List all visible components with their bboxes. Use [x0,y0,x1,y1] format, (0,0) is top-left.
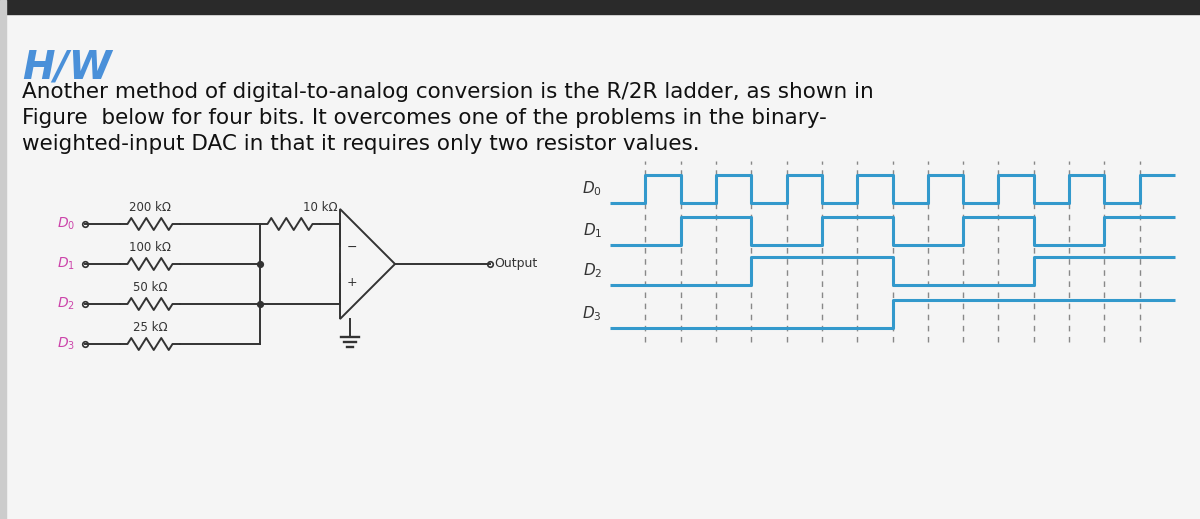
Text: Output: Output [494,257,538,270]
Text: $+$: $+$ [346,276,358,289]
Text: $D_2$: $D_2$ [58,296,74,312]
Text: 10 kΩ: 10 kΩ [302,201,337,214]
Text: H/W: H/W [22,49,112,87]
Text: 100 kΩ: 100 kΩ [130,241,172,254]
Text: 200 kΩ: 200 kΩ [130,201,172,214]
Text: $D_2$: $D_2$ [582,262,602,280]
Text: $D_1$: $D_1$ [582,222,602,240]
Text: weighted-input DAC in that it requires only two resistor values.: weighted-input DAC in that it requires o… [22,134,700,154]
Text: Another method of digital-to-analog conversion is the R/2R ladder, as shown in: Another method of digital-to-analog conv… [22,82,874,102]
Text: Figure  below for four bits. It overcomes one of the problems in the binary-: Figure below for four bits. It overcomes… [22,108,827,128]
Text: $D_3$: $D_3$ [56,336,74,352]
Text: $D_1$: $D_1$ [58,256,74,272]
Text: $D_0$: $D_0$ [582,180,602,198]
Text: 50 kΩ: 50 kΩ [133,281,167,294]
Bar [0,0,6,519]
Text: 25 kΩ: 25 kΩ [133,321,167,334]
Text: $D_0$: $D_0$ [56,216,74,232]
Bar [0,0,1200,14]
Text: $-$: $-$ [346,239,358,253]
Text: $D_3$: $D_3$ [582,305,602,323]
